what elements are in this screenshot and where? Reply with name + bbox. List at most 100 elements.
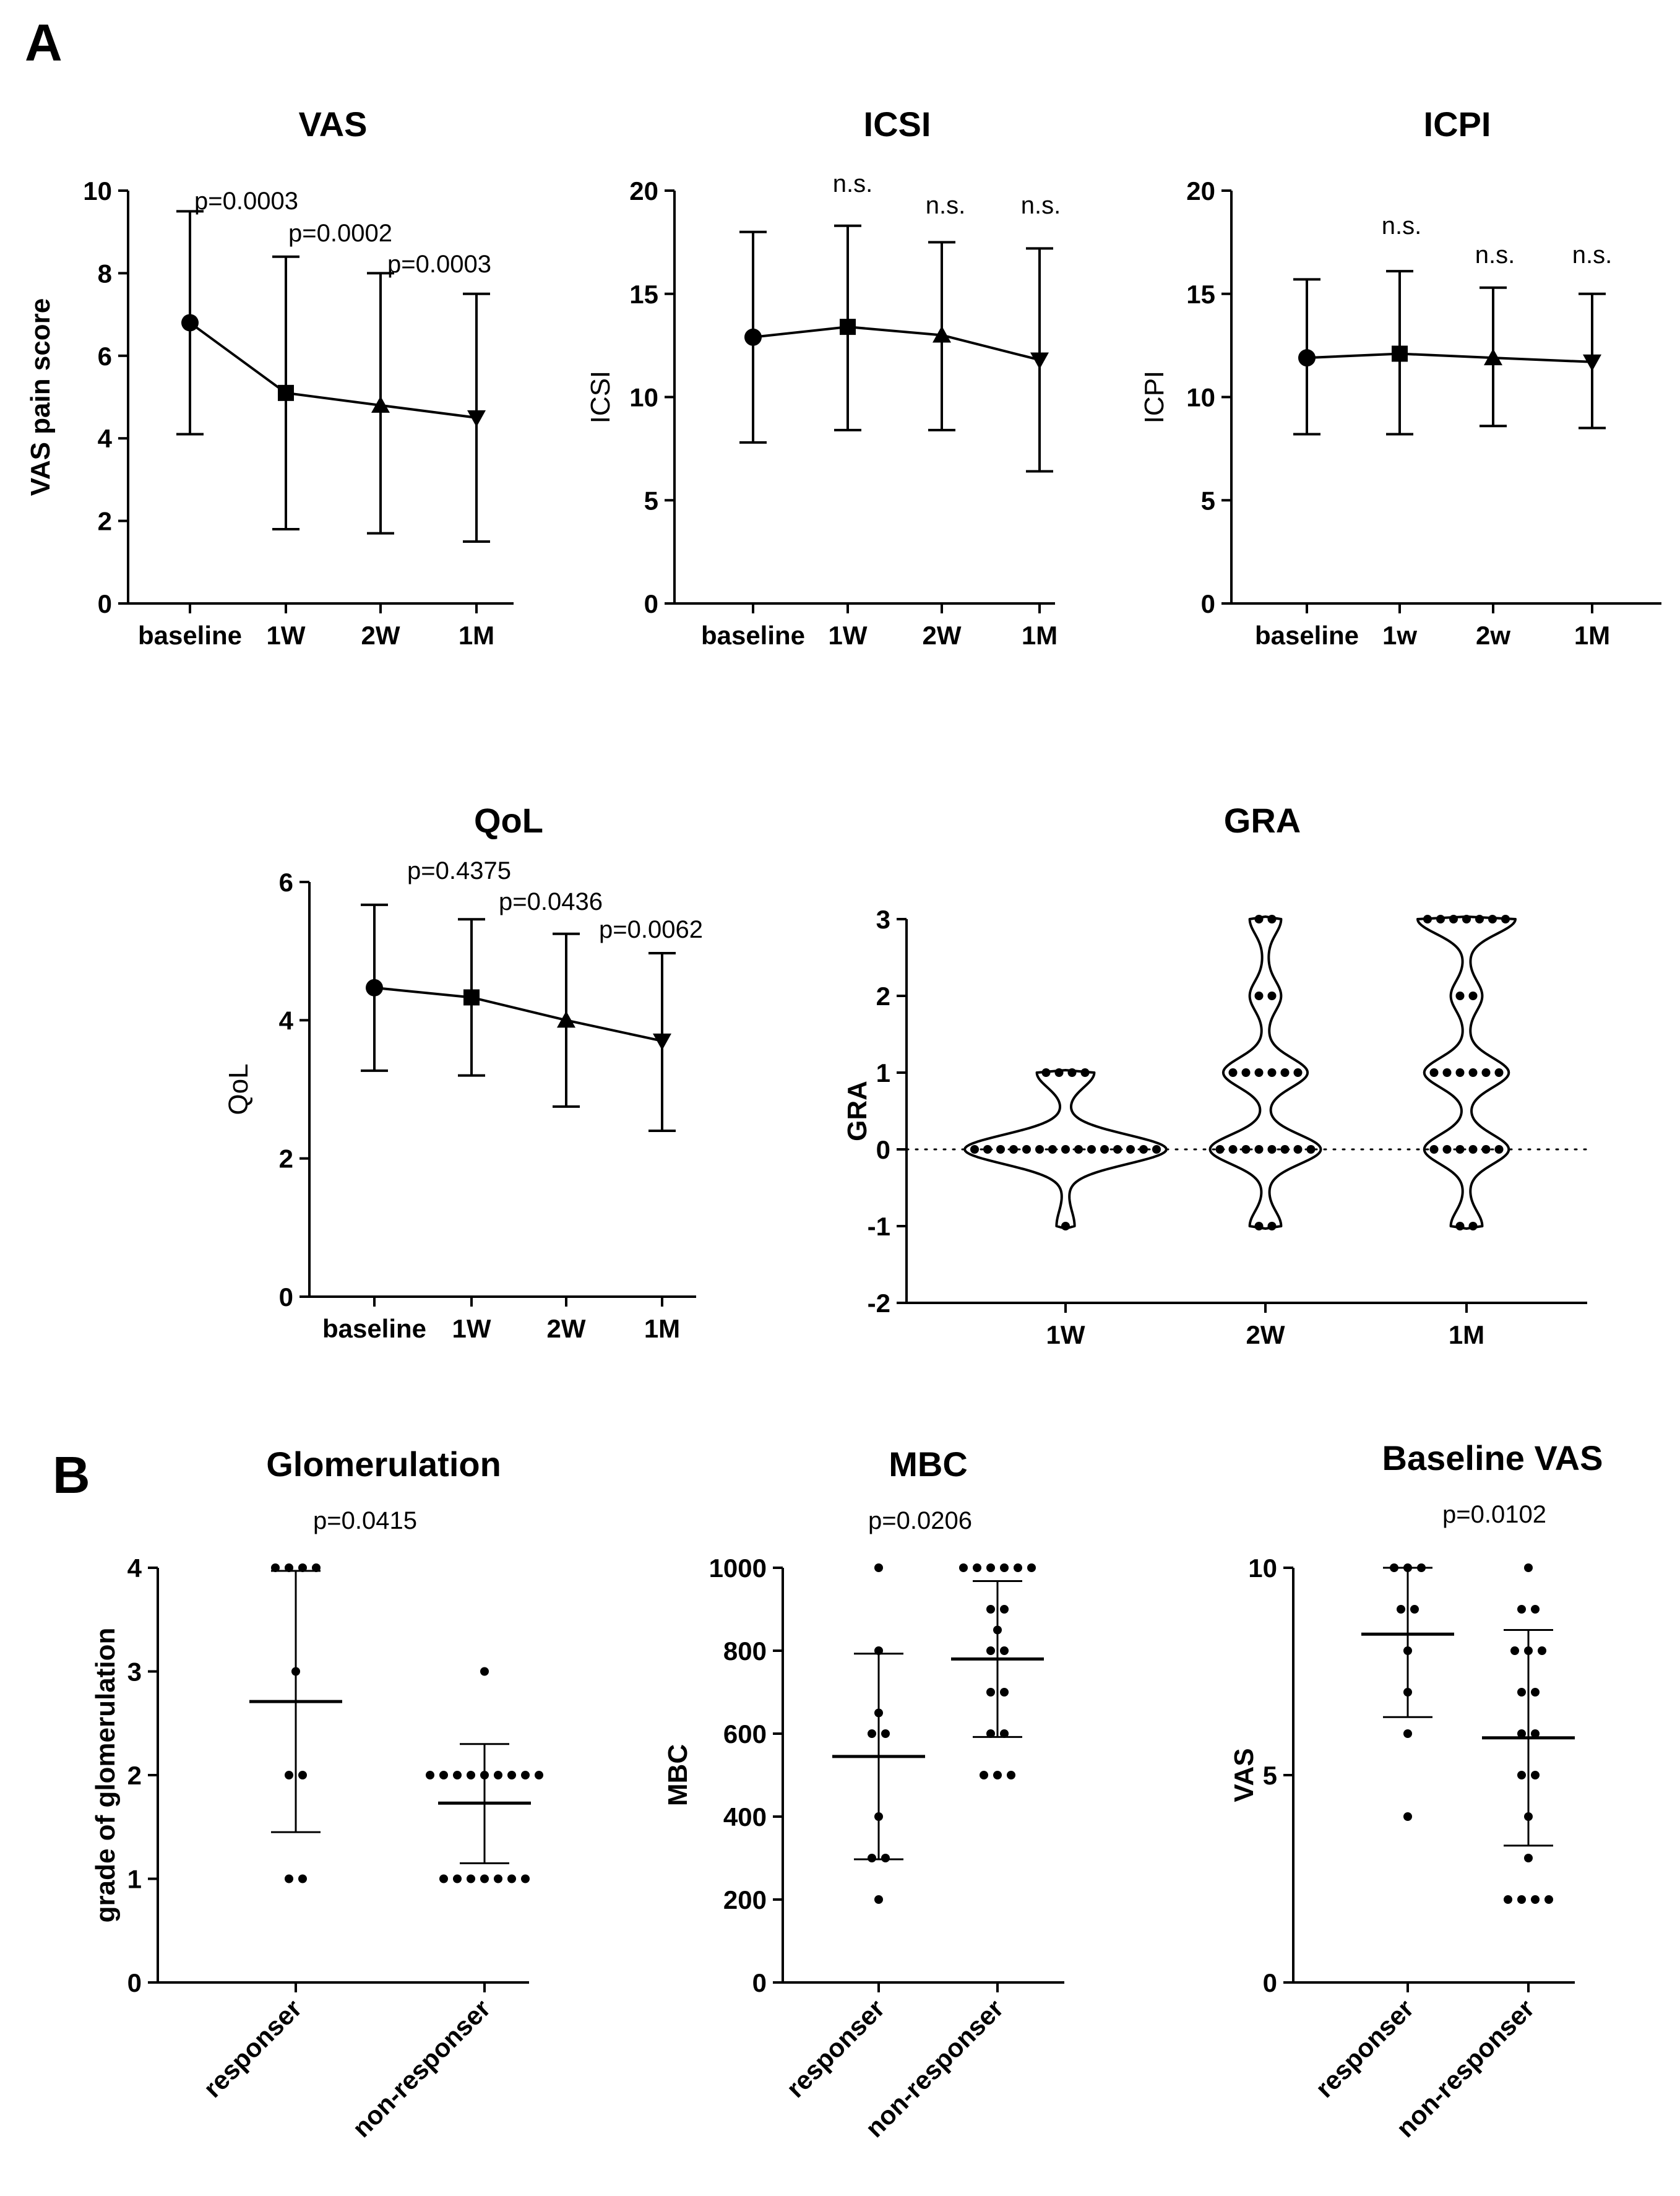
data-point: [970, 1145, 979, 1154]
y-tick-label: 1: [127, 1865, 142, 1894]
y-tick-label: 0: [644, 589, 658, 618]
data-point: [1510, 1646, 1519, 1655]
y-tick-label: 5: [1201, 486, 1215, 515]
data-point: [986, 1688, 995, 1697]
data-point: [1397, 1605, 1405, 1614]
chart-title: ICPI: [1424, 105, 1491, 144]
data-point: [1067, 1068, 1077, 1077]
data-point-triangle-down: [467, 410, 486, 427]
y-tick-label: 4: [127, 1554, 142, 1583]
data-point: [1000, 1563, 1009, 1572]
p-value-annotation: p=0.0102: [1442, 1501, 1546, 1528]
x-tick-label: 1M: [1449, 1320, 1484, 1349]
data-point: [1481, 1145, 1491, 1154]
data-point: [1429, 1145, 1439, 1154]
data-point-circle: [1298, 349, 1316, 367]
y-tick-label: 6: [279, 868, 293, 897]
data-point: [986, 1646, 995, 1655]
data-point: [1061, 1145, 1070, 1154]
x-tick-label: 2W: [361, 621, 400, 650]
x-tick-label: responser: [781, 1994, 890, 2103]
data-point: [453, 1874, 462, 1883]
data-point: [1517, 1688, 1526, 1697]
data-point: [1442, 1145, 1452, 1154]
data-point-triangle-down: [1030, 352, 1049, 370]
data-point: [1306, 1145, 1316, 1154]
x-tick-label: responser: [198, 1994, 308, 2103]
y-tick-label: 15: [629, 280, 658, 309]
chart-glom: 0 1 2 3 4 responser non-responser Glomerulation…: [90, 1445, 543, 2143]
data-point: [1531, 1895, 1540, 1904]
data-point: [1410, 1605, 1419, 1614]
data-point: [285, 1563, 293, 1572]
chart-qol: 0 2 4 6 baseline 1W 2W 1M QoL QoL p=0.4375 p=0.0436…: [223, 801, 703, 1343]
y-tick-label: 10: [83, 176, 112, 205]
data-point-square: [1392, 345, 1408, 362]
data-point: [874, 1563, 883, 1572]
chart-title: VAS: [299, 105, 368, 144]
data-point: [1531, 1771, 1540, 1779]
data-point: [1436, 915, 1445, 923]
data-point: [973, 1563, 981, 1572]
data-point: [507, 1874, 516, 1883]
data-point-square: [278, 384, 294, 401]
data-point: [1080, 1068, 1090, 1077]
data-point: [1254, 992, 1264, 1000]
data-point: [1048, 1145, 1057, 1154]
p-value-annotation: p=0.0415: [313, 1507, 417, 1534]
data-point: [271, 1563, 280, 1572]
data-point: [1000, 1605, 1009, 1614]
chart-mbc: 02004006008001000responsernon-responserM…: [663, 1445, 1064, 2143]
data-point: [535, 1771, 543, 1779]
data-point: [1280, 1145, 1290, 1154]
y-axis-label: ICPI: [1139, 371, 1170, 424]
chart-vas: 0 2 4 6 8 10 baseline 1W 2W 1M VAS VAS pain score p=…: [25, 105, 514, 650]
data-point: [1468, 1222, 1478, 1230]
data-point: [881, 1729, 890, 1738]
data-point: [298, 1874, 307, 1883]
data-point: [1054, 1068, 1064, 1077]
x-tick-label: 1W: [1046, 1320, 1085, 1349]
data-point: [1455, 1222, 1465, 1230]
y-tick-label: 2: [127, 1761, 142, 1790]
x-tick-label: non-responser: [347, 1994, 496, 2143]
data-point: [298, 1563, 307, 1572]
y-tick-label: 1000: [709, 1554, 767, 1583]
x-tick-label: baseline: [322, 1314, 426, 1343]
y-tick-label: 15: [1186, 280, 1215, 309]
data-point: [1000, 1688, 1009, 1697]
data-point: [1494, 1145, 1504, 1154]
data-point: [959, 1563, 968, 1572]
y-tick-label: 10: [629, 383, 658, 412]
p-value-annotation: n.s.: [1021, 192, 1061, 219]
x-tick-label: 2W: [923, 621, 962, 650]
y-tick-label: 10: [1248, 1554, 1277, 1583]
data-point: [1403, 1729, 1412, 1738]
y-tick-label: 4: [98, 424, 113, 453]
y-axis-label: VAS pain score: [25, 298, 56, 496]
data-point: [1531, 1688, 1540, 1697]
chart-title: GRA: [1224, 801, 1301, 840]
p-value-annotation: p=0.0062: [599, 916, 703, 943]
data-point: [986, 1605, 995, 1614]
y-tick-label: 4: [279, 1006, 294, 1035]
data-point: [1041, 1068, 1051, 1077]
data-point: [1517, 1771, 1526, 1779]
y-tick-label: 0: [876, 1135, 890, 1164]
data-point: [1423, 915, 1432, 923]
data-point: [868, 1854, 876, 1862]
data-point: [1468, 1068, 1478, 1077]
x-tick-label: 2w: [1476, 621, 1510, 650]
chart-icpi: 0 5 10 15 20 baseline 1w 2w 1M ICPI ICPI n.s. n.s. n.…: [1139, 105, 1661, 650]
p-value-annotation: n.s.: [926, 192, 965, 219]
data-point: [1254, 1145, 1264, 1154]
data-point: [983, 1145, 992, 1154]
data-point: [881, 1854, 890, 1862]
y-axis-label: QoL: [223, 1063, 254, 1115]
data-point: [1100, 1145, 1109, 1154]
data-point: [467, 1874, 475, 1883]
data-point: [1468, 992, 1478, 1000]
data-point-square: [840, 319, 856, 335]
x-tick-label: 1W: [829, 621, 868, 650]
data-point: [1517, 1729, 1526, 1738]
